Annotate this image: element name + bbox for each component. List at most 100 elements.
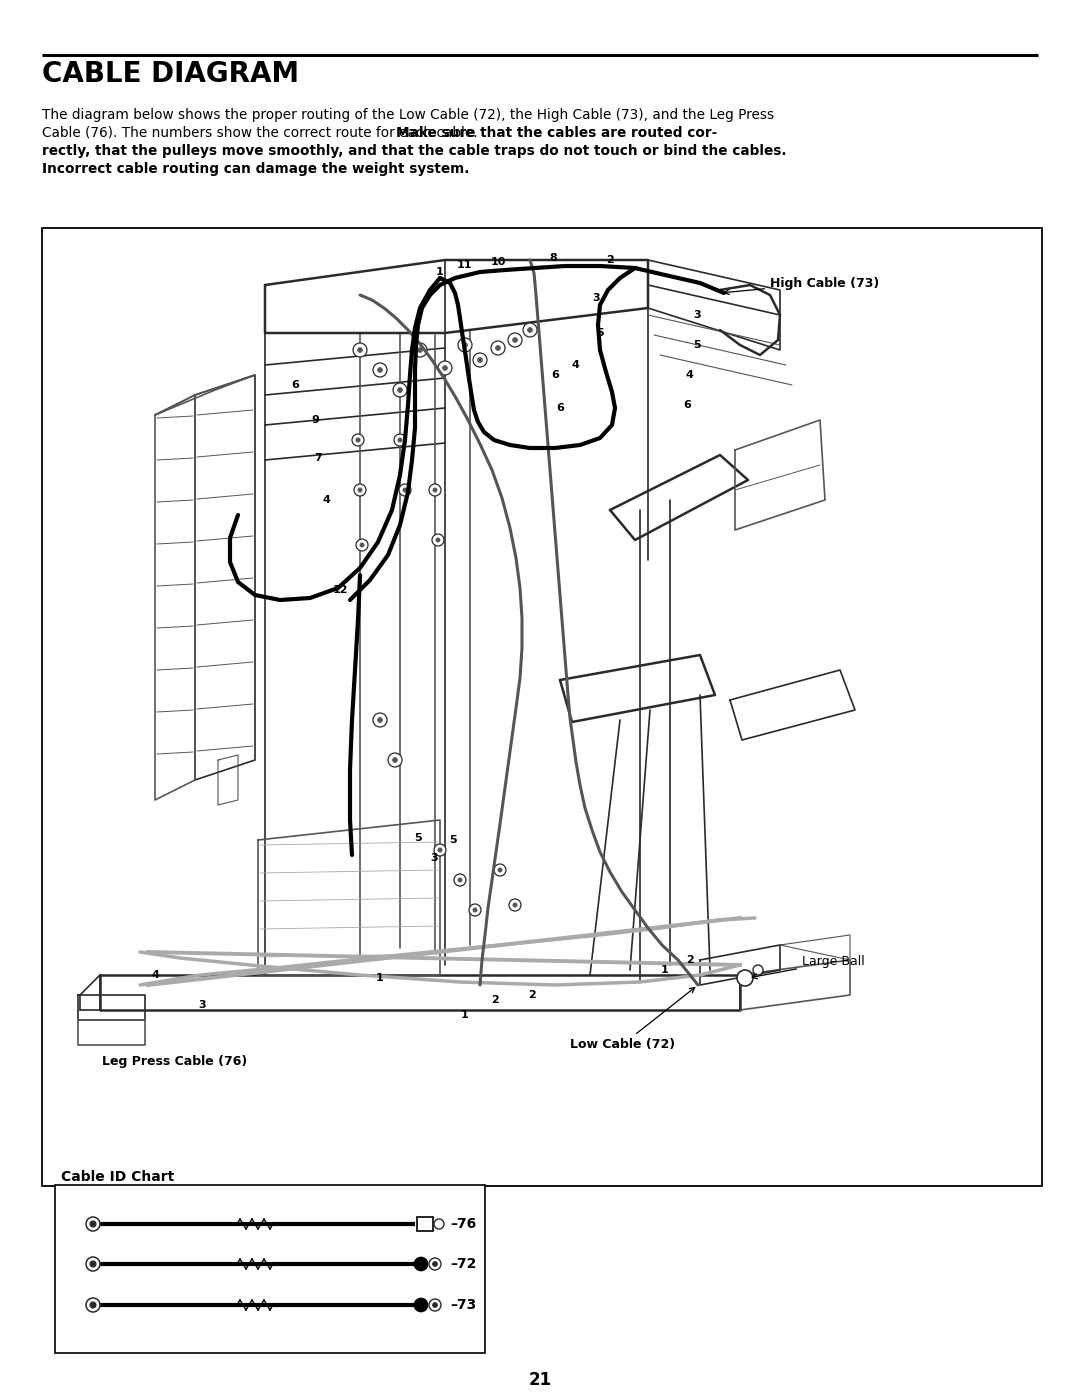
Circle shape	[458, 338, 472, 352]
Bar	[55, 1185, 485, 1354]
Text: rectly, that the pulleys move smoothly, and that the cable traps do not touch or: rectly, that the pulleys move smoothly, …	[42, 144, 786, 158]
Circle shape	[86, 1257, 100, 1271]
Circle shape	[509, 900, 521, 911]
Text: 7: 7	[314, 453, 322, 462]
Circle shape	[496, 345, 500, 351]
Circle shape	[354, 483, 366, 496]
Circle shape	[414, 1298, 428, 1312]
Circle shape	[418, 348, 422, 352]
Text: Leg Press Cable (76): Leg Press Cable (76)	[102, 1055, 247, 1067]
Circle shape	[352, 434, 364, 446]
Circle shape	[473, 908, 477, 912]
Text: 21: 21	[528, 1370, 552, 1389]
Circle shape	[454, 875, 465, 886]
Text: 1: 1	[661, 965, 669, 975]
Text: CABLE DIAGRAM: CABLE DIAGRAM	[42, 60, 299, 88]
Text: –72: –72	[450, 1257, 476, 1271]
Circle shape	[429, 1259, 441, 1270]
Circle shape	[523, 323, 537, 337]
Circle shape	[393, 383, 407, 397]
Circle shape	[397, 387, 403, 393]
Circle shape	[399, 483, 411, 496]
Text: Low Cable (72): Low Cable (72)	[570, 988, 694, 1051]
Circle shape	[462, 342, 468, 348]
Circle shape	[356, 437, 360, 441]
Circle shape	[86, 1298, 100, 1312]
Text: Cable ID Chart: Cable ID Chart	[60, 1171, 174, 1185]
Text: 12: 12	[333, 585, 348, 595]
Circle shape	[434, 844, 446, 856]
Circle shape	[353, 344, 367, 358]
Bar	[417, 1217, 433, 1231]
Circle shape	[90, 1302, 96, 1308]
Circle shape	[413, 344, 427, 358]
Text: 2: 2	[491, 995, 499, 1004]
Text: 11: 11	[456, 260, 472, 270]
Text: 1: 1	[436, 267, 444, 277]
Circle shape	[388, 753, 402, 767]
Circle shape	[513, 902, 517, 907]
Text: 9: 9	[311, 415, 319, 425]
Circle shape	[438, 360, 453, 374]
Circle shape	[373, 712, 387, 726]
Circle shape	[437, 848, 442, 852]
Circle shape	[737, 970, 753, 986]
Text: 6: 6	[556, 402, 564, 414]
Text: Large Ball: Large Ball	[752, 956, 865, 979]
Circle shape	[357, 348, 363, 352]
Circle shape	[477, 358, 483, 362]
Circle shape	[357, 488, 362, 492]
Circle shape	[90, 1221, 96, 1227]
Text: 1: 1	[461, 1010, 469, 1020]
Circle shape	[508, 332, 522, 346]
Text: 2: 2	[528, 990, 536, 1000]
Circle shape	[513, 338, 517, 342]
Circle shape	[373, 363, 387, 377]
Text: 8: 8	[549, 253, 557, 263]
Circle shape	[360, 543, 364, 548]
Text: –73: –73	[450, 1298, 476, 1312]
Circle shape	[432, 1302, 437, 1308]
Circle shape	[378, 367, 382, 373]
Text: 4: 4	[322, 495, 329, 504]
Text: Incorrect cable routing can damage the weight system.: Incorrect cable routing can damage the w…	[42, 162, 470, 176]
Circle shape	[414, 1257, 428, 1271]
Circle shape	[403, 488, 407, 492]
Text: 4: 4	[151, 970, 159, 981]
Circle shape	[432, 534, 444, 546]
Text: 1: 1	[376, 972, 383, 983]
Text: 5: 5	[449, 835, 457, 845]
Text: 5: 5	[415, 833, 422, 842]
Circle shape	[397, 437, 402, 441]
Text: 2: 2	[606, 256, 613, 265]
Circle shape	[434, 1220, 444, 1229]
Circle shape	[753, 965, 762, 975]
Circle shape	[356, 539, 368, 550]
Circle shape	[378, 718, 382, 722]
Circle shape	[429, 483, 441, 496]
Bar	[42, 228, 1042, 1186]
Circle shape	[436, 538, 441, 542]
Circle shape	[429, 1299, 441, 1310]
Text: High Cable (73): High Cable (73)	[725, 277, 879, 295]
Circle shape	[394, 434, 406, 446]
Text: 4: 4	[571, 360, 579, 370]
Text: 3: 3	[199, 1000, 206, 1010]
Text: 6: 6	[292, 380, 299, 390]
Text: 3: 3	[592, 293, 599, 303]
Circle shape	[90, 1261, 96, 1267]
Text: The diagram below shows the proper routing of the Low Cable (72), the High Cable: The diagram below shows the proper routi…	[42, 108, 774, 122]
Text: 5: 5	[693, 339, 701, 351]
Circle shape	[86, 1217, 100, 1231]
Circle shape	[392, 757, 397, 763]
Circle shape	[491, 341, 505, 355]
Circle shape	[469, 904, 481, 916]
Text: 3: 3	[693, 310, 701, 320]
Circle shape	[473, 353, 487, 367]
Text: 2: 2	[686, 956, 693, 965]
Circle shape	[432, 1261, 437, 1267]
Circle shape	[527, 327, 532, 332]
Circle shape	[458, 877, 462, 882]
Text: 3: 3	[430, 854, 437, 863]
Text: 4: 4	[685, 370, 693, 380]
